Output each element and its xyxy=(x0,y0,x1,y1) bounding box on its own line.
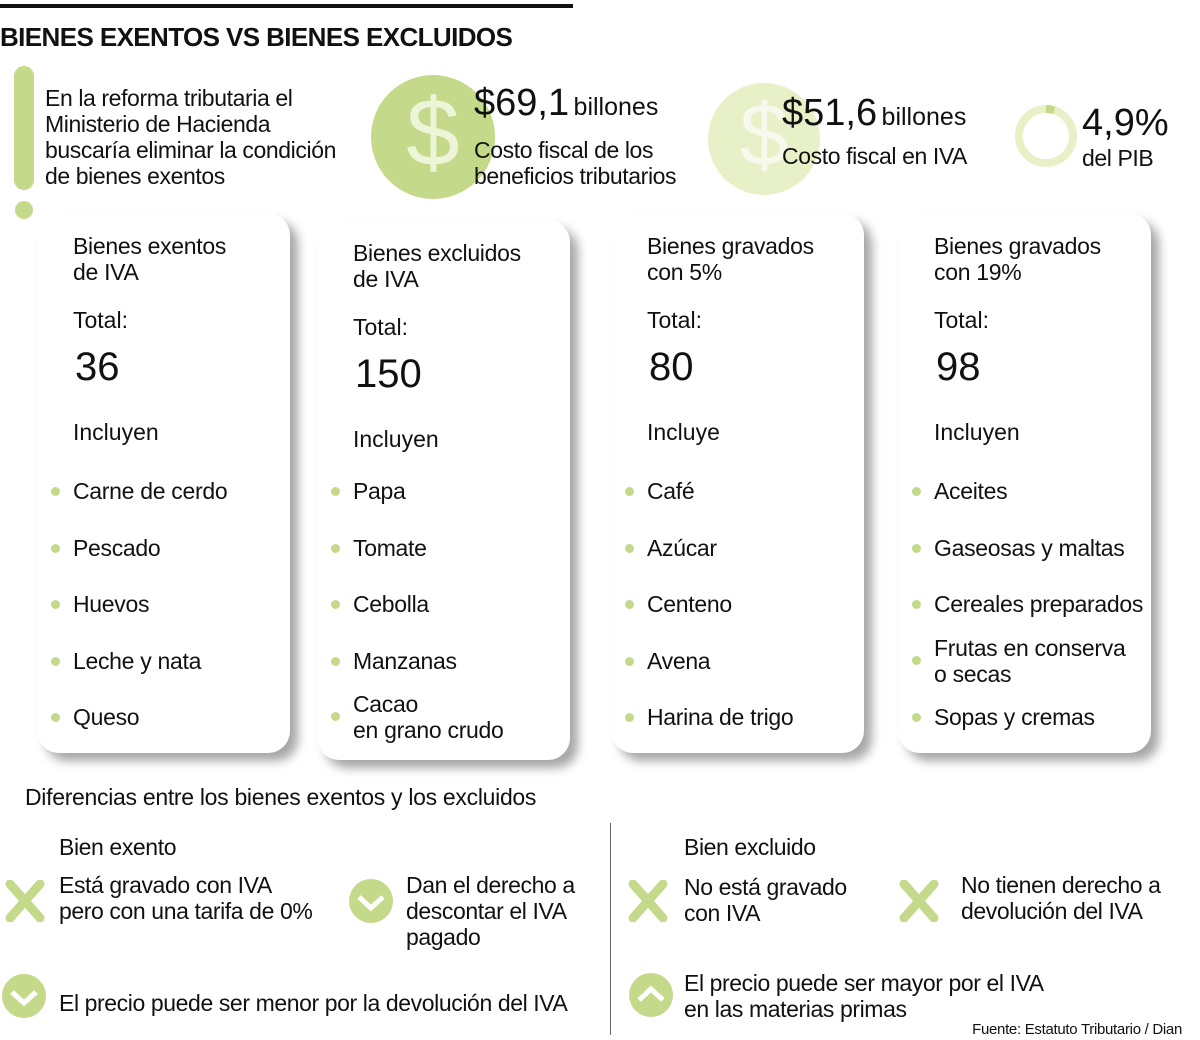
x-icon xyxy=(628,880,668,922)
x-icon xyxy=(5,880,45,922)
bullet-icon xyxy=(912,600,921,609)
bullet-icon xyxy=(331,600,340,609)
excluido-heading: Bien excluido xyxy=(684,834,816,860)
card-title: Bienes gravados con 5% xyxy=(647,233,814,285)
card-item: Carne de cerdo xyxy=(51,478,228,504)
bullet-icon xyxy=(51,600,60,609)
top-rule xyxy=(0,4,573,8)
bullet-icon xyxy=(51,544,60,553)
card-3: Bienes gravados con 5% Total: 80 Incluye Caf… xyxy=(611,213,864,753)
exclamation-dot xyxy=(15,201,33,219)
exclamation-icon xyxy=(14,66,34,190)
card-item: Queso xyxy=(51,704,140,730)
stat3-label: del PIB xyxy=(1082,145,1154,171)
dollar-icon: $ xyxy=(708,83,820,195)
divider xyxy=(610,823,611,1035)
bullet-icon xyxy=(331,544,340,553)
card-includes-label: Incluye xyxy=(647,419,720,445)
card-includes-label: Incluyen xyxy=(934,419,1020,445)
card-total: 150 xyxy=(355,352,422,396)
excluido-point-1: No está gravado con IVA xyxy=(684,874,847,926)
intro-text: En la reforma tributaria el Ministerio d… xyxy=(45,85,336,189)
card-item: Frutas en conserva o secas xyxy=(912,635,1126,687)
exento-heading: Bien exento xyxy=(59,834,177,860)
svg-text:$: $ xyxy=(740,85,789,184)
bullet-icon xyxy=(331,712,340,721)
card-1: Bienes exentos de IVA Total: 36 Incluyen Car… xyxy=(37,213,290,753)
bullet-icon xyxy=(912,544,921,553)
bullet-icon xyxy=(51,713,60,722)
card-item: Cebolla xyxy=(331,591,429,617)
card-title: Bienes excluidos de IVA xyxy=(353,240,521,292)
card-total-label: Total: xyxy=(647,307,702,333)
chevron-up-circle-icon xyxy=(629,973,673,1017)
page-title: BIENES EXENTOS VS BIENES EXCLUIDOS xyxy=(0,22,513,52)
excluido-point-2: No tienen derecho a devolución del IVA xyxy=(961,872,1161,924)
card-total: 36 xyxy=(75,345,120,389)
bullet-icon xyxy=(912,713,921,722)
exento-point-2: Dan el derecho a descontar el IVA pagado xyxy=(406,872,575,950)
card-total: 98 xyxy=(936,345,981,389)
stat2-label: Costo fiscal en IVA xyxy=(782,143,968,169)
pib-donut xyxy=(1015,105,1077,167)
stat3-value: 4,9% xyxy=(1082,102,1169,144)
bullet-icon xyxy=(331,487,340,496)
x-icon xyxy=(899,880,939,922)
stat1-value: $69,1 billones xyxy=(474,82,659,124)
bullet-icon xyxy=(625,487,634,496)
card-item: Avena xyxy=(625,648,711,674)
differences-title: Diferencias entre los bienes exentos y l… xyxy=(25,784,537,810)
bullet-icon xyxy=(51,657,60,666)
card-total: 80 xyxy=(649,345,694,389)
excluido-point-3: El precio puede ser mayor por el IVA en … xyxy=(684,970,1044,1022)
exento-point-1: Está gravado con IVA pero con una tarifa… xyxy=(59,872,313,924)
card-total-label: Total: xyxy=(73,307,128,333)
bullet-icon xyxy=(912,656,921,665)
card-item: Tomate xyxy=(331,535,427,561)
card-item: Papa xyxy=(331,478,406,504)
card-item: Sopas y cremas xyxy=(912,704,1095,730)
stat1-label: Costo fiscal de los beneficios tributari… xyxy=(474,137,677,189)
card-total-label: Total: xyxy=(934,307,989,333)
card-title: Bienes gravados con 19% xyxy=(934,233,1101,285)
card-includes-label: Incluyen xyxy=(73,419,159,445)
card-item: Pescado xyxy=(51,535,161,561)
dollar-icon: $ xyxy=(371,75,495,199)
card-includes-label: Incluyen xyxy=(353,426,439,452)
card-item: Leche y nata xyxy=(51,648,201,674)
card-4: Bienes gravados con 19% Total: 98 Incluyen A… xyxy=(898,213,1151,753)
svg-text:$: $ xyxy=(406,79,459,186)
card-item: Azúcar xyxy=(625,535,717,561)
bullet-icon xyxy=(625,600,634,609)
bullet-icon xyxy=(625,657,634,666)
card-2: Bienes excluidos de IVA Total: 150 Incluyen… xyxy=(317,220,570,760)
card-item: Centeno xyxy=(625,591,732,617)
bullet-icon xyxy=(51,487,60,496)
check-circle-icon xyxy=(2,974,46,1018)
card-title: Bienes exentos de IVA xyxy=(73,233,227,285)
bullet-icon xyxy=(331,657,340,666)
card-item: Gaseosas y maltas xyxy=(912,535,1125,561)
exento-point-3: El precio puede ser menor por la devoluc… xyxy=(59,990,568,1016)
card-item: Huevos xyxy=(51,591,149,617)
stat2-value: $51,6 billones xyxy=(782,92,967,134)
bullet-icon xyxy=(625,713,634,722)
bullet-icon xyxy=(912,487,921,496)
source: Fuente: Estatuto Tributario / Dian xyxy=(972,1021,1182,1038)
card-item: Cacao en grano crudo xyxy=(331,691,504,743)
card-item: Aceites xyxy=(912,478,1008,504)
card-item: Harina de trigo xyxy=(625,704,794,730)
card-total-label: Total: xyxy=(353,314,408,340)
card-item: Manzanas xyxy=(331,648,457,674)
card-item: Cereales preparados xyxy=(912,591,1143,617)
card-item: Café xyxy=(625,478,695,504)
pib-donut-fill xyxy=(1015,105,1077,167)
check-circle-icon xyxy=(349,879,393,923)
bullet-icon xyxy=(625,544,634,553)
